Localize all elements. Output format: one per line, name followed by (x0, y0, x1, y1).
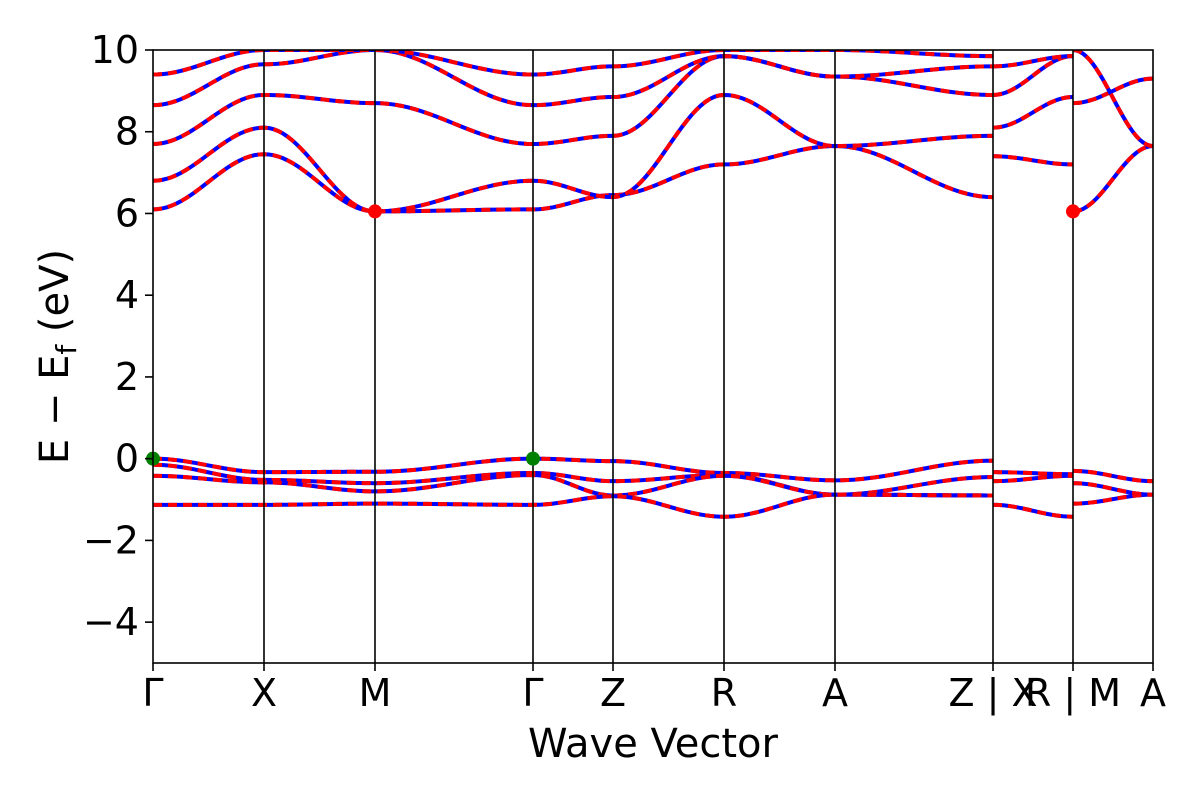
plot-frame (152, 49, 1154, 664)
y-axis-title-subscript: f (50, 344, 83, 355)
y-tick-label: 0 (115, 437, 139, 481)
band-line-red (153, 50, 994, 77)
cbm-marker (368, 204, 382, 219)
band-line-blue (1072, 76, 1153, 106)
band-line-red (1072, 492, 1153, 506)
y-tick-label: −2 (83, 518, 139, 562)
band-line-red (1072, 50, 1153, 149)
x-tick-label: Z (600, 671, 626, 715)
x-tick-label: R (711, 671, 737, 715)
band-line-red (992, 470, 1074, 477)
band-line-red (992, 154, 1074, 167)
cbm-marker (1066, 204, 1080, 219)
band-line-red (992, 502, 1074, 519)
y-tick-label: −4 (83, 600, 139, 644)
y-tick-label: 10 (91, 28, 139, 72)
y-axis-title-unit: (eV) (32, 249, 78, 345)
x-tick-label: Γ (522, 671, 543, 715)
y-tick-label: 8 (115, 110, 139, 154)
y-axis-title-main: E − E (32, 355, 78, 465)
band-line-red (1072, 144, 1153, 214)
y-tick-label: 4 (115, 273, 139, 317)
band-line-red (153, 144, 994, 214)
symmetry-lines-layer (263, 50, 1074, 663)
band-line-red (153, 92, 994, 214)
x-tick-label: A (1140, 671, 1166, 715)
y-tick-label: 6 (115, 191, 139, 235)
band-line-red (992, 473, 1074, 484)
x-tick-label: X (251, 671, 277, 715)
y-axis-title: E − Ef (eV) (32, 249, 83, 464)
band-line-blue (153, 92, 994, 214)
x-tick-label: A (822, 671, 848, 715)
x-axis-ticks: Γ X M Γ Z R A Z | XR | M A (142, 663, 1166, 716)
vbm-marker (526, 451, 540, 466)
band-line-red (992, 54, 1074, 69)
band-line-red (153, 456, 994, 483)
x-axis-title: Wave Vector (528, 721, 779, 767)
bands-layer (153, 50, 1153, 519)
y-tick-label: 2 (115, 355, 139, 399)
x-tick-label: Γ (142, 671, 163, 715)
x-tick-label: R | M (1025, 671, 1121, 716)
x-tick-label: Z | X (948, 671, 1037, 716)
band-line-red (153, 54, 994, 146)
x-tick-label: M (359, 671, 392, 715)
band-line-red (153, 50, 994, 108)
band-line-red (1072, 468, 1153, 484)
band-line-red (153, 492, 994, 519)
y-axis-ticks: −4 −2 0 2 4 6 8 10 (83, 28, 153, 644)
band-line-blue (992, 95, 1074, 130)
band-line-red (153, 473, 994, 498)
